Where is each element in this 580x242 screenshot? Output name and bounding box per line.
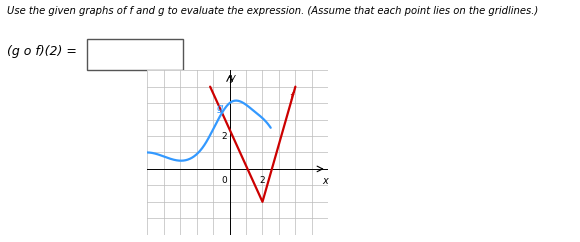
Text: 2: 2: [221, 131, 227, 141]
Text: x: x: [322, 176, 328, 186]
Text: 0: 0: [222, 176, 227, 185]
Text: Use the given graphs of f and g to evaluate the expression. (Assume that each po: Use the given graphs of f and g to evalu…: [7, 6, 538, 16]
Text: 2: 2: [260, 176, 265, 185]
Text: f: f: [289, 92, 292, 102]
Text: (g o f)(2) =: (g o f)(2) =: [7, 45, 77, 58]
Text: g: g: [216, 103, 223, 113]
FancyBboxPatch shape: [87, 39, 183, 70]
Text: y: y: [230, 73, 235, 83]
